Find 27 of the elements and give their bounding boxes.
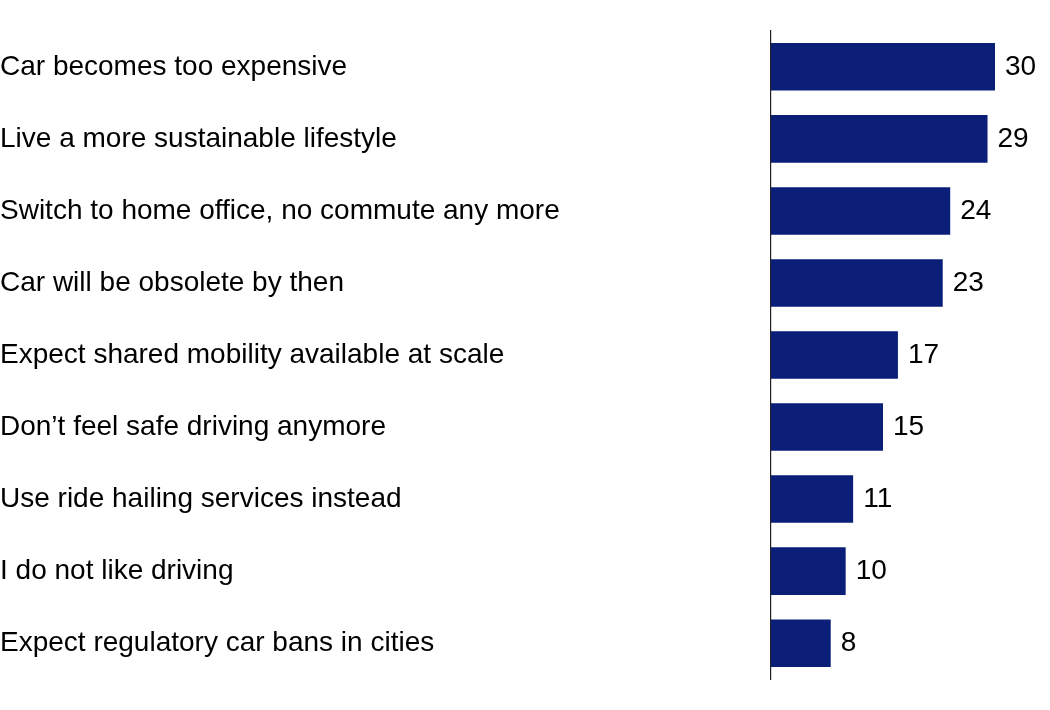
bar	[771, 187, 951, 235]
data-label: 30	[1005, 49, 1037, 81]
data-label: 10	[855, 553, 887, 585]
y-tick-label: Don’t feel safe driving anymore	[0, 409, 386, 441]
data-label: 15	[893, 409, 925, 441]
data-label: 29	[997, 121, 1029, 153]
y-tick-label: Car becomes too expensive	[0, 49, 348, 81]
data-label: 24	[960, 193, 992, 225]
y-tick-label: Expect shared mobility available at scale	[0, 337, 505, 369]
y-tick-label: Use ride hailing services instead	[0, 481, 402, 513]
bar	[771, 331, 898, 379]
data-label: 11	[863, 481, 893, 513]
bar	[771, 43, 995, 91]
y-tick-label: Live a more sustainable lifestyle	[0, 121, 397, 153]
bar	[771, 547, 846, 595]
y-tick-label: I do not like driving	[0, 553, 234, 585]
y-tick-label: Expect regulatory car bans in cities	[0, 625, 435, 657]
y-tick-label: Switch to home office, no commute any more	[0, 193, 560, 225]
bar	[771, 403, 883, 451]
data-label: 17	[907, 337, 940, 369]
bar	[771, 259, 943, 307]
bar	[771, 475, 854, 523]
y-tick-label: Car will be obsolete by then	[0, 265, 344, 297]
bar	[771, 115, 988, 163]
data-label: 8	[840, 625, 857, 657]
data-label: 23	[952, 265, 984, 297]
bar	[771, 619, 831, 667]
